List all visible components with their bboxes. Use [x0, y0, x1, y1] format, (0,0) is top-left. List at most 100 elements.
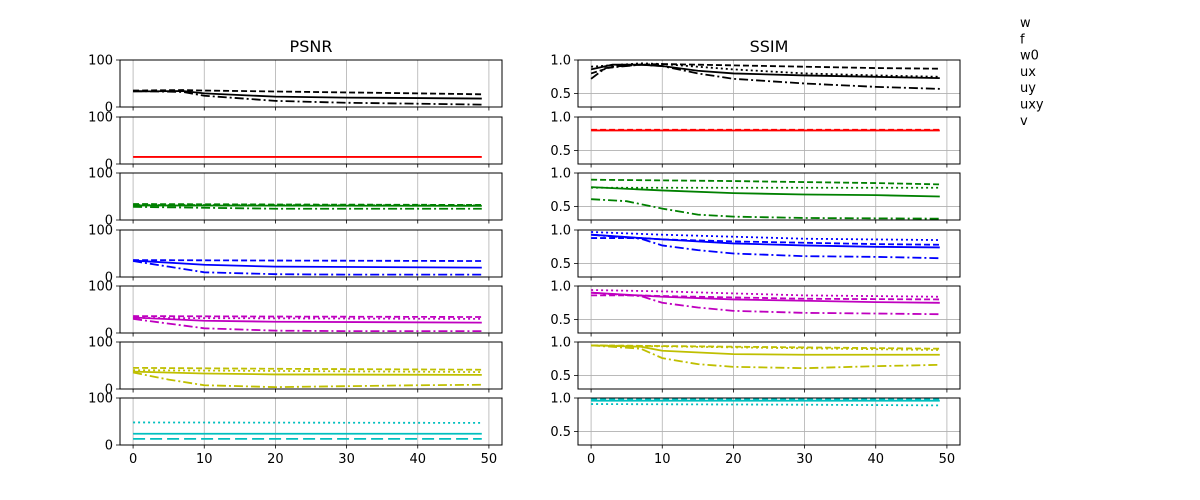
series-line-solid [591, 233, 940, 249]
y-tick-label: 0.5 [550, 87, 571, 102]
x-tick-label: 40 [867, 452, 884, 467]
panel-ssim-row-5: 0.5 1.0 [550, 280, 961, 337]
series-line-dotted [133, 369, 482, 373]
panel-psnr-row-4: 0 100 [88, 224, 503, 286]
y-tick-label: 0.5 [550, 257, 571, 272]
psnr-column-title: PSNR [290, 37, 333, 56]
axes-frame [577, 59, 961, 108]
legend-entry: v [1020, 114, 1028, 129]
series-line-dashed [133, 259, 482, 262]
axes-frame [119, 59, 503, 108]
x-tick-label: 50 [481, 452, 498, 467]
panel-ssim-row-6: 0.5 1.0 [550, 336, 961, 393]
panel-ssim-row-3: 0.5 1.0 [550, 167, 961, 224]
y-tick-label: 0 [105, 383, 113, 398]
panel-ssim-row-2: 0.5 1.0 [550, 111, 961, 168]
legend-entry: w [1020, 16, 1031, 31]
y-tick-label: 0 [105, 101, 113, 116]
axes-frame [577, 229, 961, 278]
y-tick-label: 0 [105, 327, 113, 342]
x-tick-label: 20 [725, 452, 742, 467]
series-line-dashdot [591, 291, 940, 316]
series-line-dashed [591, 237, 940, 246]
y-tick-label: 100 [88, 392, 113, 407]
x-tick-label: 10 [196, 452, 213, 467]
series-line-dashdot [591, 344, 940, 370]
axes-frame [577, 172, 961, 221]
panel-psnr-row-3: 0 100 [88, 167, 503, 229]
series-line-dashed [133, 366, 482, 371]
y-tick-label: 1.0 [550, 111, 571, 126]
series-line-dashdot [132, 371, 482, 389]
y-tick-label: 0.5 [550, 369, 571, 384]
panel-ssim-row-4: 0.5 1.0 [550, 224, 961, 281]
y-tick-label: 0 [105, 271, 113, 286]
y-tick-label: 1.0 [550, 280, 571, 295]
panel-psnr-row-5: 0 100 [88, 280, 503, 342]
x-tick-label: 30 [796, 452, 813, 467]
axes-frame [577, 285, 961, 334]
legend-entry: w0 [1020, 49, 1039, 64]
y-tick-label: 100 [88, 224, 113, 239]
series-line-dashed [591, 178, 940, 186]
y-tick-label: 0.5 [550, 200, 571, 215]
series-line-dashed [591, 344, 940, 350]
axes-frame [119, 172, 503, 221]
series-line-solid [133, 259, 482, 269]
panel-ssim-row-1: 0.5 1.0 [550, 54, 961, 111]
series-line-dashdot [590, 63, 940, 90]
y-tick-label: 0 [105, 158, 113, 173]
axes-frame [119, 397, 503, 446]
x-tick-label: 10 [654, 452, 671, 467]
x-tick-label: 30 [338, 452, 355, 467]
x-tick-label: 40 [409, 452, 426, 467]
axes-frame [119, 229, 503, 278]
x-tick-label: 20 [267, 452, 284, 467]
panel-psnr-row-6: 0 100 [88, 336, 503, 398]
x-tick-label: 0 [129, 452, 137, 467]
y-tick-label: 1.0 [550, 224, 571, 239]
y-tick-label: 1.0 [550, 336, 571, 351]
series-line-dashdot [132, 318, 482, 333]
panel-psnr-row-7: 0 100 0 10 20 30 40 50 [88, 392, 503, 467]
series-line-dotted [591, 62, 940, 78]
series-line-dotted [133, 317, 482, 320]
y-tick-label: 0.5 [550, 425, 571, 440]
series-line-dashdot [133, 90, 482, 106]
legend-entry: f [1020, 32, 1025, 47]
y-tick-label: 0 [105, 439, 113, 454]
y-tick-label: 1.0 [550, 392, 571, 407]
series-line-dotted [591, 403, 940, 407]
panel-psnr-row-2: 0 100 [88, 111, 503, 173]
series-line-dashdot [133, 205, 482, 210]
series-line-solid [591, 186, 940, 198]
axes-frame [119, 116, 503, 165]
y-tick-label: 100 [88, 167, 113, 182]
y-tick-label: 0.5 [550, 144, 571, 159]
panels-layer: 01000.51.001000.51.001000.51.001000.51.0… [88, 54, 961, 467]
axes-frame [577, 116, 961, 165]
y-tick-label: 1.0 [550, 167, 571, 182]
panel-psnr-row-1: 0 100 [88, 54, 503, 116]
legend-entry: uy [1020, 81, 1036, 96]
axes-frame [119, 285, 503, 334]
series-line-dashed [133, 89, 482, 96]
axes-frame [577, 397, 961, 446]
series-line-dashdot [591, 233, 940, 260]
y-tick-label: 1.0 [550, 54, 571, 69]
series-line-dashdot [132, 260, 482, 276]
series-line-dashed [133, 203, 482, 206]
series-line-dashdot [591, 198, 940, 220]
axes-frame [119, 341, 503, 390]
legend-entry: uxy [1020, 98, 1044, 113]
y-tick-label: 100 [88, 280, 113, 295]
legend-entry: ux [1020, 65, 1036, 80]
y-tick-label: 100 [88, 336, 113, 351]
y-tick-label: 100 [88, 111, 113, 126]
x-tick-label: 0 [587, 452, 595, 467]
y-tick-label: 0.5 [550, 313, 571, 328]
panel-ssim-row-7: 0.5 1.0 0 10 20 30 40 50 [550, 392, 961, 467]
y-tick-label: 0 [105, 214, 113, 229]
